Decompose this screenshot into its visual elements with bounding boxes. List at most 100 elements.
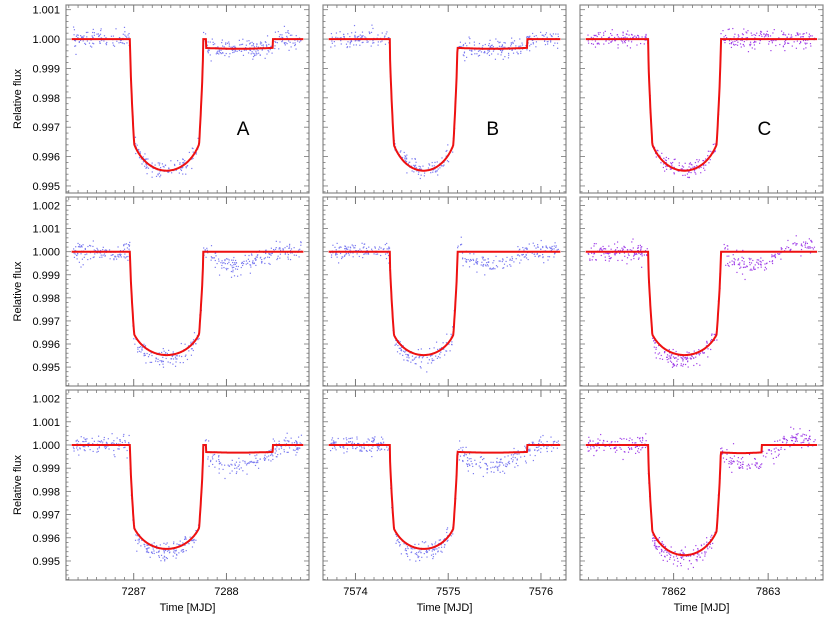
data-point — [799, 428, 800, 429]
data-point — [377, 253, 378, 254]
data-point — [729, 43, 730, 44]
data-point — [452, 533, 453, 534]
data-point — [129, 246, 130, 247]
data-point — [296, 452, 297, 453]
data-point — [85, 441, 86, 442]
data-point — [118, 42, 119, 43]
data-point — [418, 552, 419, 553]
data-point — [265, 42, 266, 43]
data-point — [231, 265, 232, 266]
data-point — [686, 359, 687, 360]
data-point — [368, 247, 369, 248]
data-point — [94, 249, 95, 250]
data-point — [248, 52, 249, 53]
data-point — [590, 448, 591, 449]
data-point — [710, 544, 711, 545]
data-point — [168, 361, 169, 362]
data-point — [354, 25, 355, 26]
data-point — [236, 462, 237, 463]
data-point — [611, 441, 612, 442]
data-point — [435, 356, 436, 357]
data-point — [343, 438, 344, 439]
data-point — [684, 357, 685, 358]
data-point — [225, 44, 226, 45]
data-point — [210, 54, 211, 55]
data-point — [185, 536, 186, 537]
data-point — [206, 248, 207, 249]
data-point — [415, 159, 416, 160]
data-point — [683, 166, 684, 167]
data-point — [106, 442, 107, 443]
data-point — [668, 362, 669, 363]
data-point — [533, 460, 534, 461]
data-point — [357, 37, 358, 38]
data-point — [806, 43, 807, 44]
data-point — [255, 258, 256, 259]
y-tick-label: 0.995 — [32, 362, 60, 374]
data-point — [770, 35, 771, 36]
data-point — [799, 33, 800, 34]
data-point — [744, 264, 745, 265]
data-point — [674, 559, 675, 560]
data-point — [168, 350, 169, 351]
data-point — [218, 258, 219, 259]
data-point — [237, 51, 238, 52]
data-point — [805, 47, 806, 48]
data-point — [332, 245, 333, 246]
data-point — [236, 262, 237, 263]
data-point — [369, 33, 370, 34]
data-point — [429, 550, 430, 551]
data-point — [801, 36, 802, 37]
data-point — [763, 34, 764, 35]
data-point — [267, 35, 268, 36]
data-point — [344, 256, 345, 257]
data-point — [465, 43, 466, 44]
data-point — [774, 255, 775, 256]
data-point — [689, 177, 690, 178]
data-point — [124, 440, 125, 441]
data-point — [550, 41, 551, 42]
data-point — [493, 260, 494, 261]
data-point — [336, 254, 337, 255]
data-point — [439, 540, 440, 541]
data-point — [401, 350, 402, 351]
data-point — [474, 44, 475, 45]
data-point — [801, 447, 802, 448]
data-point — [203, 32, 204, 33]
data-point — [295, 454, 296, 455]
data-point — [386, 31, 387, 32]
data-point — [438, 356, 439, 357]
data-point — [81, 246, 82, 247]
data-point — [270, 46, 271, 47]
data-point — [729, 461, 730, 462]
data-point — [646, 440, 647, 441]
data-point — [155, 164, 156, 165]
data-point — [210, 41, 211, 42]
data-point — [355, 40, 356, 41]
data-point — [497, 53, 498, 54]
data-point — [497, 266, 498, 267]
data-point — [615, 441, 616, 442]
data-point — [233, 46, 234, 47]
data-point — [359, 256, 360, 257]
data-point — [466, 57, 467, 58]
data-point — [331, 40, 332, 41]
data-point — [435, 170, 436, 171]
data-point — [525, 256, 526, 257]
data-point — [447, 540, 448, 541]
data-point — [233, 264, 234, 265]
data-point — [469, 266, 470, 267]
data-point — [605, 41, 606, 42]
data-point — [759, 43, 760, 44]
data-point — [251, 253, 252, 254]
data-point — [731, 460, 732, 461]
data-point — [203, 247, 204, 248]
data-point — [553, 447, 554, 448]
data-point — [241, 467, 242, 468]
data-point — [337, 257, 338, 258]
data-point — [279, 247, 280, 248]
data-point — [652, 540, 653, 541]
data-point — [495, 466, 496, 467]
data-point — [190, 342, 191, 343]
data-point — [533, 42, 534, 43]
